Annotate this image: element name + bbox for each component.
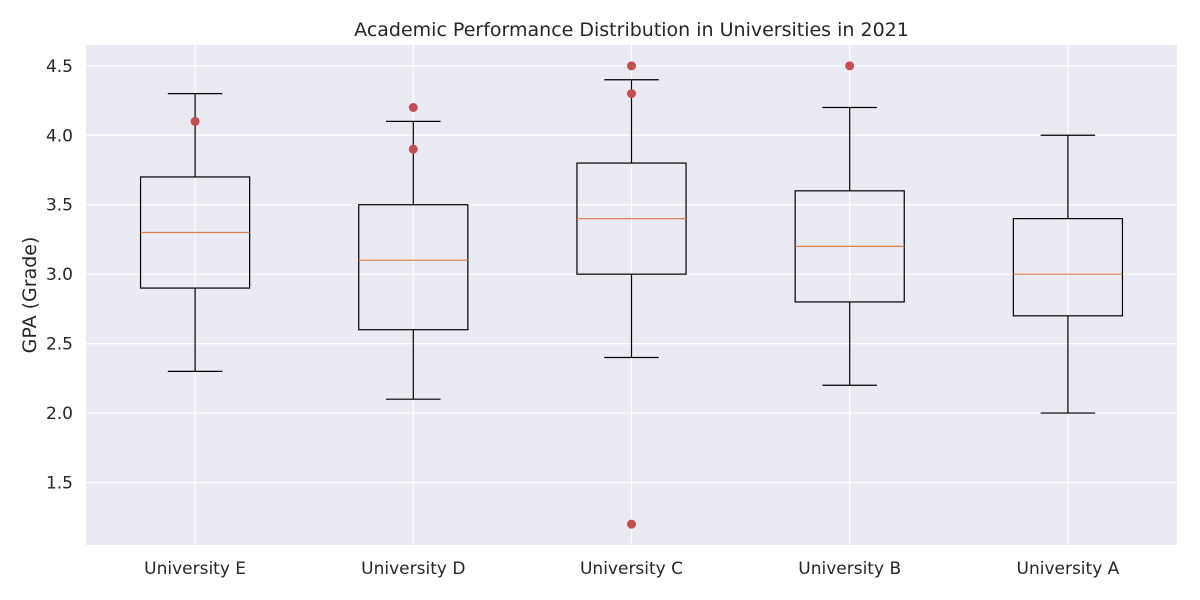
outlier-point	[845, 61, 855, 71]
y-tick-label: 2.0	[46, 404, 73, 424]
box-1	[358, 103, 469, 400]
box-4	[1012, 134, 1124, 414]
x-axis-ticks: University E University D University C Univ…	[144, 559, 1120, 579]
outlier-point	[627, 61, 636, 71]
x-tick-label: University C	[580, 559, 683, 579]
y-tick-label: 2.5	[46, 335, 73, 355]
x-tick-label: University D	[361, 559, 465, 579]
box-0	[139, 93, 251, 372]
y-tick-label: 3.5	[46, 196, 73, 216]
y-axis-ticks: 1.5 2.0 2.5 3.0 3.5 4.0 4.5	[46, 57, 73, 494]
boxes	[139, 61, 1124, 529]
box-2	[576, 61, 687, 529]
y-tick-label: 4.5	[46, 57, 73, 77]
iqr-box	[358, 204, 469, 331]
y-axis-label: GPA (Grade)	[19, 237, 41, 354]
chart-title: Academic Performance Distribution in Uni…	[354, 19, 909, 41]
iqr-box	[1012, 218, 1124, 317]
x-tick-label: University A	[1017, 559, 1120, 579]
y-tick-label: 1.5	[46, 474, 73, 494]
outlier-point	[627, 519, 636, 529]
outlier-point	[408, 144, 418, 154]
x-tick-label: University E	[144, 559, 246, 579]
outlier-point	[627, 89, 636, 99]
outlier-point	[408, 103, 418, 112]
box-3	[794, 61, 905, 386]
y-tick-label: 4.0	[46, 126, 73, 146]
x-tick-label: University B	[798, 559, 901, 579]
outlier-point	[190, 116, 200, 126]
y-tick-label: 3.0	[46, 265, 73, 285]
